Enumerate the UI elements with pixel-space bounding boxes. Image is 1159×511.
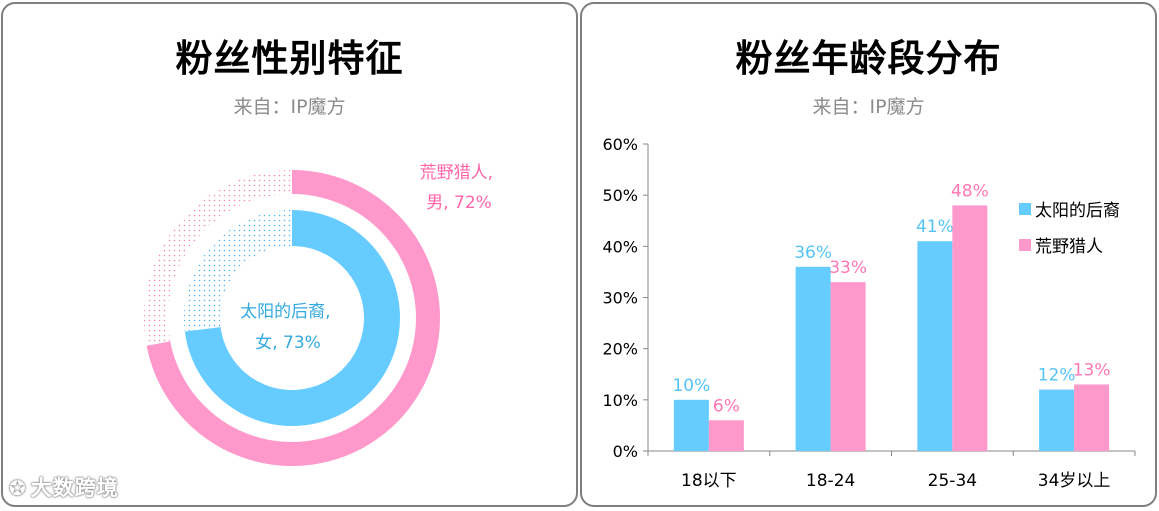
bar-data-label: 6% [713, 396, 740, 416]
age-chart-title: 粉丝年龄段分布 [735, 37, 1002, 80]
gender-panel: 粉丝性别特征 来自：IP魔方 荒野猎人, 男, 72% 太阳的后裔, 女, 73… [1, 2, 578, 507]
bar-data-label: 13% [1073, 360, 1111, 380]
gender-donut-chart: 荒野猎人, 男, 72% 太阳的后裔, 女, 73% [144, 163, 499, 466]
bar-series-2-2 [952, 205, 988, 451]
bar-series-1-2 [917, 241, 953, 451]
y-tick-label: 60% [602, 135, 638, 154]
y-tick-label: 0% [613, 442, 638, 461]
legend-label-series-2: 荒野猎人 [1035, 237, 1103, 257]
bar-series-1-0 [673, 399, 709, 451]
x-tick-label: 25-34 [928, 471, 977, 491]
bar-series-1-1 [795, 266, 831, 451]
bar-data-label: 36% [794, 243, 832, 263]
inner-ring-label: 太阳的后裔, 女, 73% [240, 302, 336, 353]
donut-slice-inner-main [184, 210, 400, 426]
logo-icon: ✪ [9, 476, 27, 500]
bar-data-label: 48% [951, 181, 989, 201]
bar-data-label: 41% [916, 217, 954, 237]
bar-series-2-0 [708, 420, 744, 451]
legend-swatch-series-2 [1019, 239, 1031, 251]
bar-data-label: 10% [672, 376, 710, 396]
x-tick-label: 18-24 [806, 471, 855, 491]
y-tick-label: 50% [602, 186, 638, 205]
bar-series-1-3 [1039, 389, 1075, 451]
donut-slice-outer-remainder [144, 170, 292, 346]
donut-slice-inner-remainder [183, 210, 292, 332]
legend-label-series-1: 太阳的后裔 [1035, 201, 1120, 221]
x-tick-label: 18以下 [681, 471, 737, 491]
bar-data-label: 12% [1038, 366, 1076, 386]
bar-series-2-1 [830, 282, 866, 451]
gender-chart-title: 粉丝性别特征 [175, 37, 404, 80]
y-tick-label: 20% [602, 340, 638, 359]
outer-ring-label: 荒野猎人, 男, 72% [420, 163, 499, 213]
watermark-text: 大数跨境 [30, 476, 119, 500]
legend: 太阳的后裔 荒野猎人 [1019, 201, 1120, 257]
y-tick-label: 40% [602, 237, 638, 256]
y-tick-label: 10% [602, 391, 638, 410]
bar-series-2-3 [1074, 384, 1110, 451]
x-tick-label: 34岁以上 [1038, 471, 1111, 491]
age-chart-subtitle: 来自：IP魔方 [812, 96, 925, 118]
watermark: ✪ 大数跨境 [9, 472, 119, 502]
legend-swatch-series-1 [1019, 203, 1031, 215]
y-tick-label: 30% [602, 289, 638, 308]
age-bar-chart: 0%10%20%30%40%50%60%10%6%18以下36%33%18-24… [602, 135, 1136, 491]
bar-data-label: 33% [829, 258, 867, 278]
gender-chart-subtitle: 来自：IP魔方 [233, 96, 346, 118]
age-panel: 粉丝年龄段分布 来自：IP魔方 0% 10% 20% 30% 40% 50% 60% 10% 6… [580, 2, 1157, 507]
